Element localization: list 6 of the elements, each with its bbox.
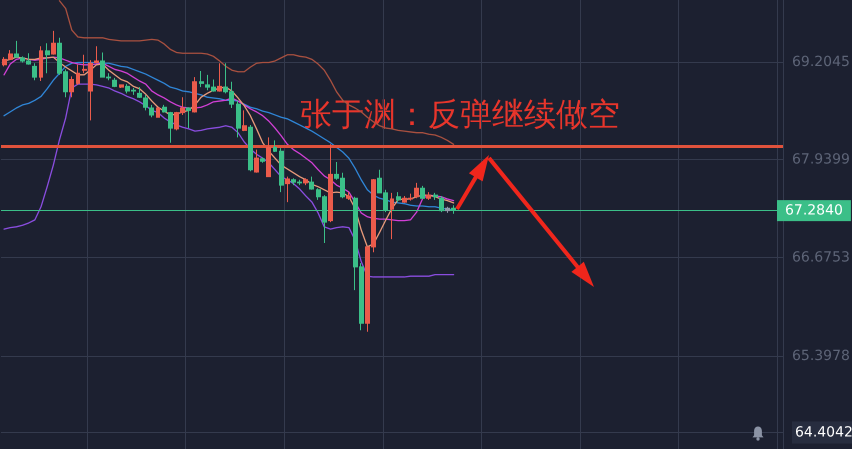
y-tick-label: 64.4042 [795, 424, 852, 440]
ref-line-label: 67.2840 [785, 202, 843, 219]
y-tick-label: 67.9399 [792, 152, 850, 168]
y-tick-label: 69.2045 [792, 54, 850, 70]
y-tick-label: 65.3978 [792, 348, 850, 364]
y-tick-label: 66.6753 [792, 249, 850, 266]
